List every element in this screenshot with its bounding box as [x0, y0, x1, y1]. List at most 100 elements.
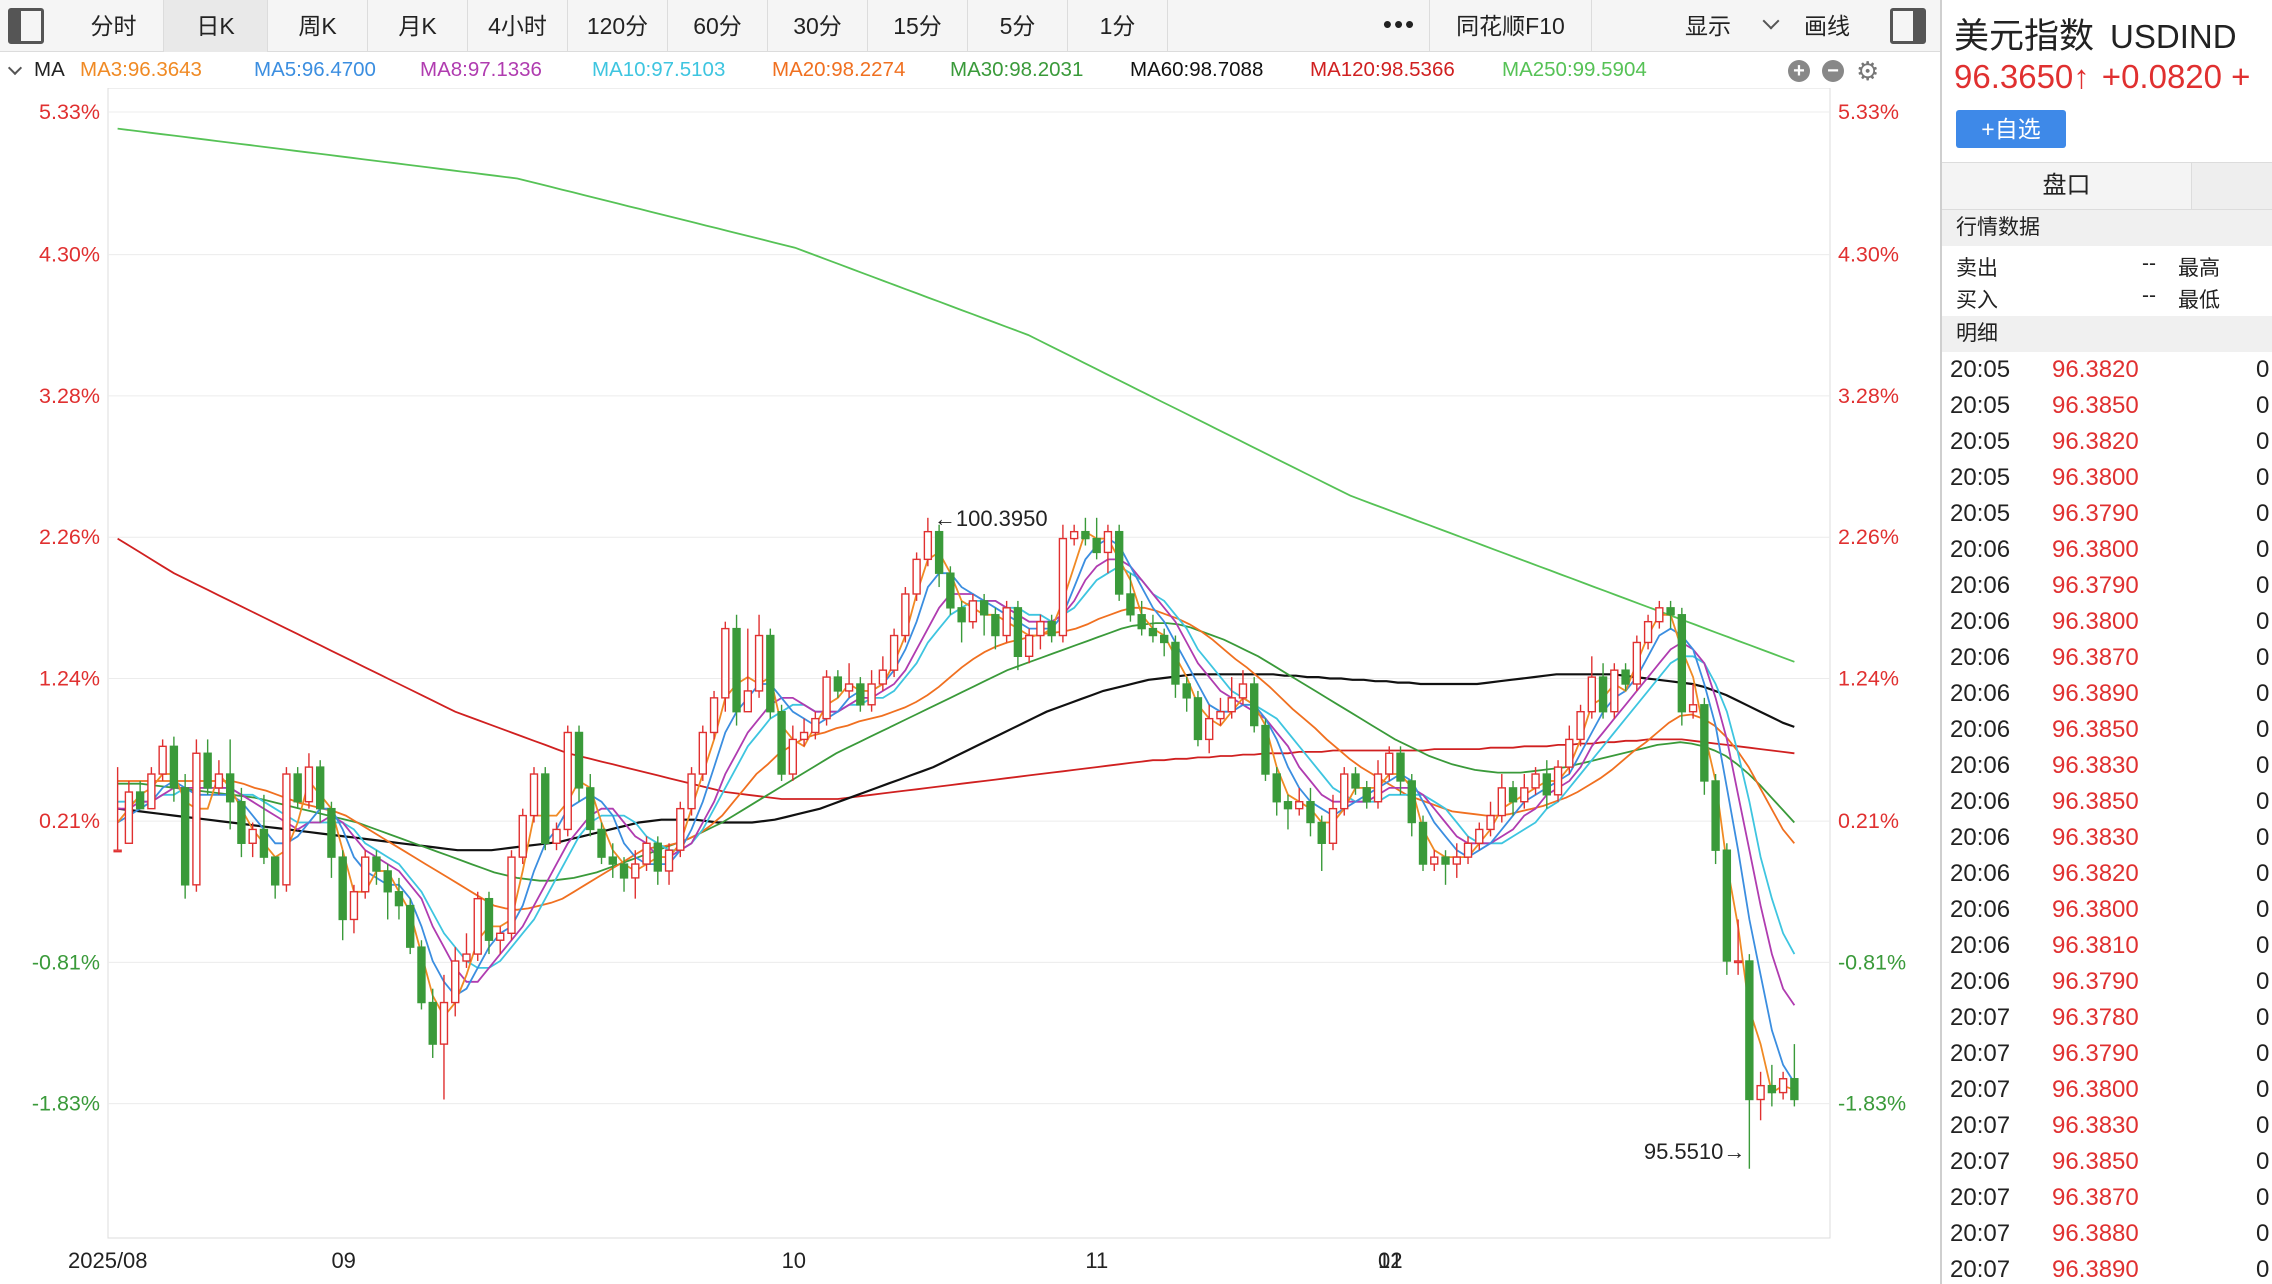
candle-body [1700, 704, 1709, 782]
left-sidebar-toggle-icon[interactable] [8, 8, 44, 44]
tick-price: 96.3850 [2052, 1148, 2139, 1175]
candle-body [867, 683, 876, 706]
remove-indicator-icon[interactable]: − [1822, 60, 1844, 82]
high-label: 最高 [2178, 257, 2220, 280]
ma30-line [117, 622, 1795, 882]
candle-body [732, 627, 741, 713]
tab-fenshi[interactable]: 分时 [64, 0, 164, 52]
ma8-value: MA8:97.1336 [420, 58, 542, 81]
right-sidebar-toggle-icon[interactable] [1890, 8, 1926, 44]
candle-body [608, 856, 617, 865]
candle-body [439, 1001, 449, 1045]
tick-volume: 0 [2256, 644, 2270, 671]
ma30-value: MA30:98.2031 [950, 58, 1084, 81]
candle-body [315, 766, 325, 810]
candle-body [1418, 821, 1428, 865]
x-tick-label: 2025/08 [68, 1248, 148, 1273]
y-tick-label-left: -1.83% [32, 1092, 100, 1116]
candle-body [1643, 620, 1653, 644]
tick-detail-list: 20:05 96.3820 0 20:05 96.3850 0 20:05 96.3820 0 2… [1942, 352, 2272, 1284]
list-item: 20:06 96.3810 0 [1942, 928, 2272, 964]
tab-weekly-k[interactable]: 周K [268, 0, 368, 52]
add-to-watchlist-button[interactable]: +自选 [1956, 110, 2066, 148]
tab-60-min[interactable]: 60分 [668, 0, 768, 52]
candle-body [1767, 1084, 1777, 1094]
candle-body [462, 953, 471, 962]
low-label: 最低 [2178, 289, 2220, 312]
candle-body [135, 791, 145, 810]
candle-body [1261, 724, 1270, 775]
tab-monthly-k[interactable]: 月K [368, 0, 468, 52]
tick-volume: 0 [2256, 536, 2270, 563]
candle-body [552, 828, 561, 844]
candle-body [1756, 1084, 1765, 1101]
display-menu[interactable]: 显示 [1685, 13, 1731, 39]
tick-time: 20:06 [1950, 680, 2011, 707]
candle-body [1238, 683, 1248, 699]
candle-body [676, 807, 685, 851]
candle-body [1441, 856, 1450, 865]
draw-lines-button[interactable]: 画线 [1804, 13, 1850, 39]
candle-body [304, 766, 314, 803]
chevron-down-icon[interactable] [7, 60, 23, 76]
candle-body [1520, 787, 1529, 803]
candle-body [1103, 530, 1113, 554]
candle-body [1193, 697, 1203, 741]
tab-5-min[interactable]: 5分 [968, 0, 1068, 52]
candle-body [957, 607, 966, 623]
tab-30-min[interactable]: 30分 [768, 0, 868, 52]
tick-volume: 0 [2256, 824, 2270, 851]
tick-time: 20:06 [1950, 968, 2011, 995]
tab-15-min[interactable]: 15分 [868, 0, 968, 52]
candle-body [1306, 801, 1315, 824]
tab-4-hour[interactable]: 4小时 [468, 0, 568, 52]
candle-body [754, 634, 764, 692]
list-item: 20:05 96.3820 0 [1942, 352, 2272, 388]
candle-body [1013, 607, 1023, 658]
tab-daily-k[interactable]: 日K [164, 0, 268, 52]
tick-volume: 0 [2256, 572, 2270, 599]
tick-volume: 0 [2256, 1076, 2270, 1103]
chevron-down-icon[interactable] [1762, 12, 1780, 30]
tick-price: 96.3870 [2052, 644, 2139, 671]
candle-body [1621, 669, 1630, 685]
more-periods-icon[interactable]: ••• [1370, 0, 1430, 52]
candle-body [1497, 787, 1506, 817]
add-indicator-icon[interactable]: + [1788, 60, 1810, 82]
candle-body [1565, 738, 1574, 768]
candle-body [124, 791, 134, 844]
candle-body [1283, 801, 1293, 810]
f10-button[interactable]: 同花顺F10 [1430, 0, 1592, 52]
ma-label[interactable]: MA [34, 58, 65, 81]
candle-body [1205, 717, 1214, 741]
candle-body [169, 745, 179, 789]
list-item: 20:05 96.3790 0 [1942, 496, 2272, 532]
candle-body [518, 814, 527, 858]
tick-price: 96.3800 [2052, 608, 2139, 635]
candle-body [214, 773, 224, 789]
tick-time: 20:05 [1950, 500, 2011, 527]
candle-body [372, 856, 381, 872]
candle-body [158, 745, 167, 775]
gear-icon[interactable]: ⚙ [1856, 56, 1880, 86]
candle-body [1171, 641, 1180, 685]
tick-price: 96.3800 [2052, 536, 2139, 563]
list-item: 20:07 96.3830 0 [1942, 1108, 2272, 1144]
candle-body [1745, 960, 1754, 1101]
kline-chart[interactable]: 5.33% 5.33% 4.30% 4.30% 3.28% 3.28% 2.26% 2.26%… [0, 88, 1940, 1284]
candle-body [1036, 620, 1045, 637]
tick-price: 96.3880 [2052, 1220, 2139, 1247]
candle-body [1463, 842, 1473, 858]
y-tick-label-left: 3.28% [39, 384, 100, 408]
candle-body [619, 863, 629, 879]
candle-body [1655, 607, 1664, 623]
tick-time: 20:06 [1950, 752, 2011, 779]
tab-1-min[interactable]: 1分 [1068, 0, 1168, 52]
tick-volume: 0 [2256, 860, 2270, 887]
tab-pankou[interactable]: 盘口 [1942, 163, 2192, 209]
tab-120-min[interactable]: 120分 [568, 0, 668, 52]
candle-body [901, 593, 910, 637]
tick-time: 20:07 [1950, 1220, 2011, 1247]
tick-time: 20:07 [1950, 1040, 2011, 1067]
candle-body [574, 731, 584, 789]
